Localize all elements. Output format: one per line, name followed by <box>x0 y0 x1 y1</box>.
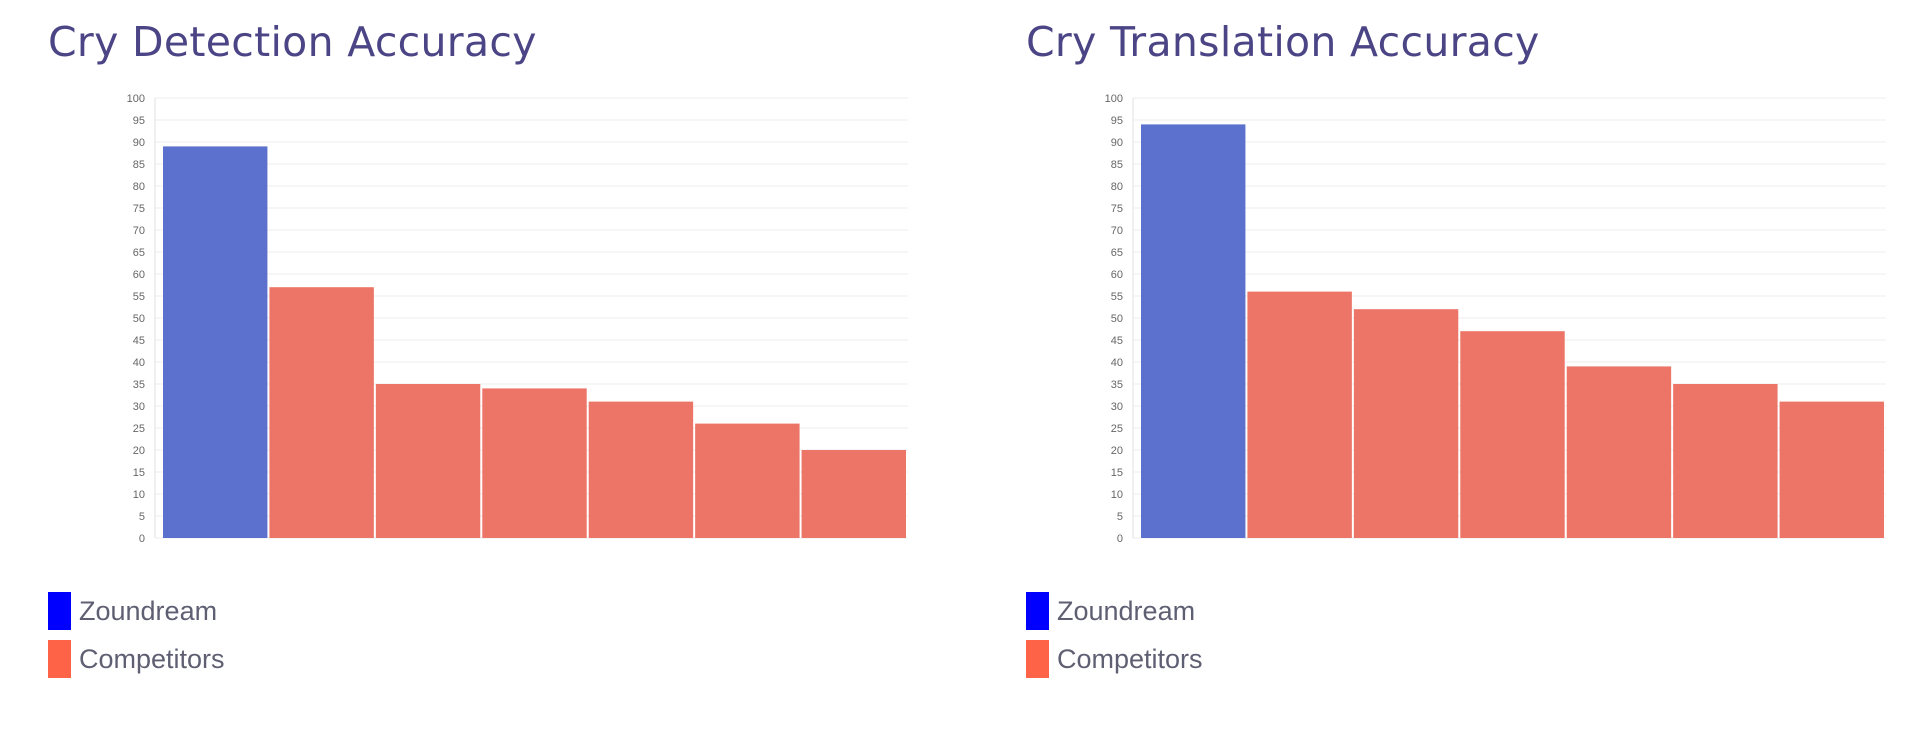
legend-swatch <box>48 640 71 678</box>
legend-swatch <box>1026 640 1049 678</box>
y-tick-label: 35 <box>1111 379 1123 391</box>
y-tick-label: 0 <box>139 533 145 545</box>
y-axis: 0 5 10 15 20 25 30 35 40 45 50 55 60 65 70 75 80 85 90 95 10… <box>127 93 156 545</box>
y-tick-label: 10 <box>1111 489 1123 501</box>
y-tick-label: 100 <box>127 93 145 105</box>
y-tick-label: 25 <box>133 423 145 435</box>
y-tick-label: 70 <box>133 225 145 237</box>
y-tick-label: 95 <box>1111 115 1123 127</box>
y-tick-label: 30 <box>133 401 145 413</box>
y-tick-label: 10 <box>133 489 145 501</box>
chart-legend: Zoundream Competitors <box>48 592 225 688</box>
y-tick-label: 25 <box>1111 423 1123 435</box>
y-tick-label: 40 <box>133 357 145 369</box>
y-tick-label: 85 <box>1111 159 1123 171</box>
bar-zoundream <box>163 146 268 538</box>
y-tick-label: 65 <box>1111 247 1123 259</box>
legend-item-zoundream: Zoundream <box>1026 592 1203 630</box>
legend-label: Competitors <box>79 643 225 674</box>
y-tick-label: 5 <box>139 511 145 523</box>
y-tick-label: 95 <box>133 115 145 127</box>
y-tick-label: 50 <box>133 313 145 325</box>
bar-competitor <box>1779 401 1884 538</box>
legend-item-competitors: Competitors <box>48 640 225 678</box>
bars <box>163 146 906 538</box>
bars <box>1141 124 1884 539</box>
bar-competitor <box>482 388 587 538</box>
y-axis: 0 5 10 15 20 25 30 35 40 45 50 55 60 65 70 75 80 85 90 95 10… <box>1105 93 1134 545</box>
bar-competitor <box>1353 309 1459 538</box>
y-tick-label: 35 <box>133 379 145 391</box>
chart-title: Cry Translation Accuracy <box>1026 18 1540 66</box>
y-tick-label: 15 <box>133 467 145 479</box>
y-tick-label: 45 <box>1111 335 1123 347</box>
chart-legend: Zoundream Competitors <box>1026 592 1203 688</box>
detection-accuracy-panel: Cry Detection Accuracy 0 5 10 15 20 25 30 35 40 4… <box>0 0 940 738</box>
translation-accuracy-panel: Cry Translation Accuracy 0 5 10 15 20 25 30 35 4… <box>978 0 1918 738</box>
legend-item-zoundream: Zoundream <box>48 592 225 630</box>
y-tick-label: 90 <box>133 137 145 149</box>
y-tick-label: 0 <box>1117 533 1123 545</box>
y-tick-label: 5 <box>1117 511 1123 523</box>
bar-competitor <box>1460 331 1565 538</box>
legend-label: Competitors <box>1057 643 1203 674</box>
y-tick-label: 50 <box>1111 313 1123 325</box>
bar-competitor <box>1247 291 1352 538</box>
y-tick-label: 30 <box>1111 401 1123 413</box>
bar-competitor <box>588 401 694 538</box>
y-tick-label: 85 <box>133 159 145 171</box>
y-tick-label: 75 <box>1111 203 1123 215</box>
y-tick-label: 80 <box>1111 181 1123 193</box>
legend-swatch <box>48 592 71 630</box>
y-tick-label: 20 <box>133 445 145 457</box>
bar-competitor <box>375 384 481 538</box>
y-tick-label: 55 <box>1111 291 1123 303</box>
bar-competitor <box>695 423 800 538</box>
bar-competitor <box>801 450 906 538</box>
bar-competitor <box>269 287 374 538</box>
y-tick-label: 60 <box>1111 269 1123 281</box>
y-tick-label: 80 <box>133 181 145 193</box>
y-tick-label: 45 <box>133 335 145 347</box>
detection-accuracy-chart: 0 5 10 15 20 25 30 35 40 45 50 55 60 65 70 75 80 85 90 95 10… <box>127 93 908 545</box>
y-tick-label: 75 <box>133 203 145 215</box>
y-tick-label: 55 <box>133 291 145 303</box>
legend-item-competitors: Competitors <box>1026 640 1203 678</box>
bar-competitor <box>1673 384 1778 538</box>
legend-label: Zoundream <box>79 595 218 626</box>
y-tick-label: 100 <box>1105 93 1123 105</box>
bar-competitor <box>1566 366 1672 538</box>
legend-swatch <box>1026 592 1049 630</box>
y-tick-label: 70 <box>1111 225 1123 237</box>
y-tick-label: 65 <box>133 247 145 259</box>
translation-accuracy-chart: 0 5 10 15 20 25 30 35 40 45 50 55 60 65 70 75 80 85 90 95 10… <box>1105 93 1886 545</box>
y-tick-label: 90 <box>1111 137 1123 149</box>
y-tick-label: 40 <box>1111 357 1123 369</box>
y-tick-label: 60 <box>133 269 145 281</box>
y-tick-label: 20 <box>1111 445 1123 457</box>
y-tick-label: 15 <box>1111 467 1123 479</box>
bar-zoundream <box>1141 124 1246 539</box>
legend-label: Zoundream <box>1057 595 1196 626</box>
chart-title: Cry Detection Accuracy <box>48 18 537 66</box>
